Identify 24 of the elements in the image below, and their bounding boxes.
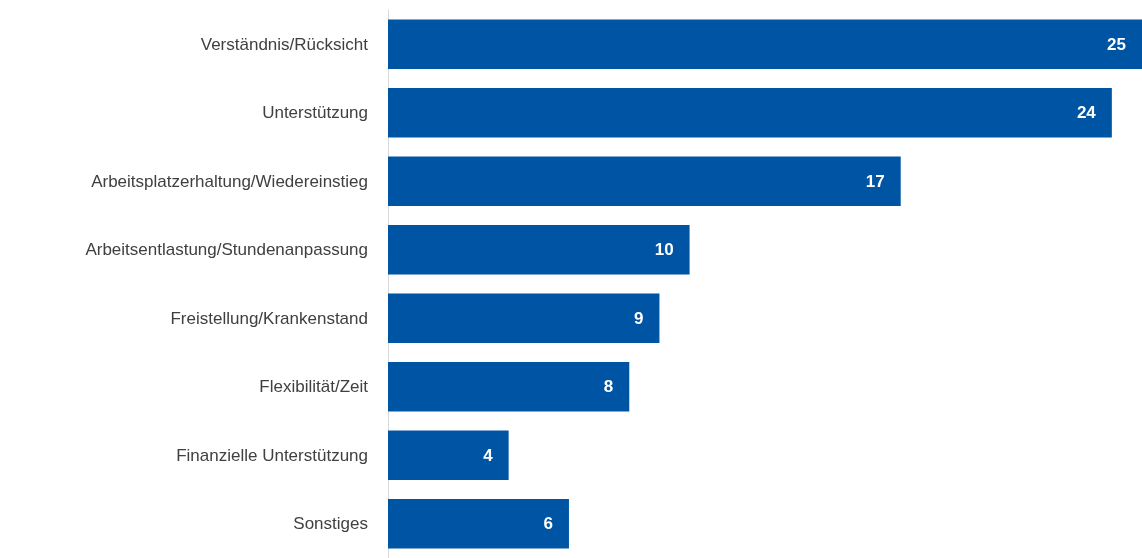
y-tick-label: Flexibilität/Zeit [259,377,369,397]
bar [388,499,569,549]
bar [388,293,660,343]
bar [388,430,509,480]
y-tick-label: Verständnis/Rücksicht [200,34,369,54]
data-label: 4 [483,445,494,465]
bar [388,362,630,412]
data-label: 10 [654,240,674,260]
y-tick-label: Unterstützung [262,103,368,123]
data-label: 17 [865,171,885,191]
y-tick-label: Arbeitsplatzerhaltung/Wiedereinstieg [91,171,368,191]
data-label: 9 [633,308,644,328]
bar [388,88,1112,138]
data-label: 8 [603,377,614,397]
y-tick-label: Finanzielle Unterstützung [176,445,368,465]
bar [388,225,690,275]
bar [388,156,901,206]
data-label: 25 [1107,34,1126,54]
y-tick-label: Arbeitsentlastung/Stundenanpassung [85,240,368,260]
y-tick-label: Freistellung/Krankenstand [170,308,368,328]
data-label: 6 [543,514,553,534]
bar [388,19,1142,69]
data-label: 24 [1076,103,1097,123]
y-tick-label: Sonstiges [293,514,368,534]
